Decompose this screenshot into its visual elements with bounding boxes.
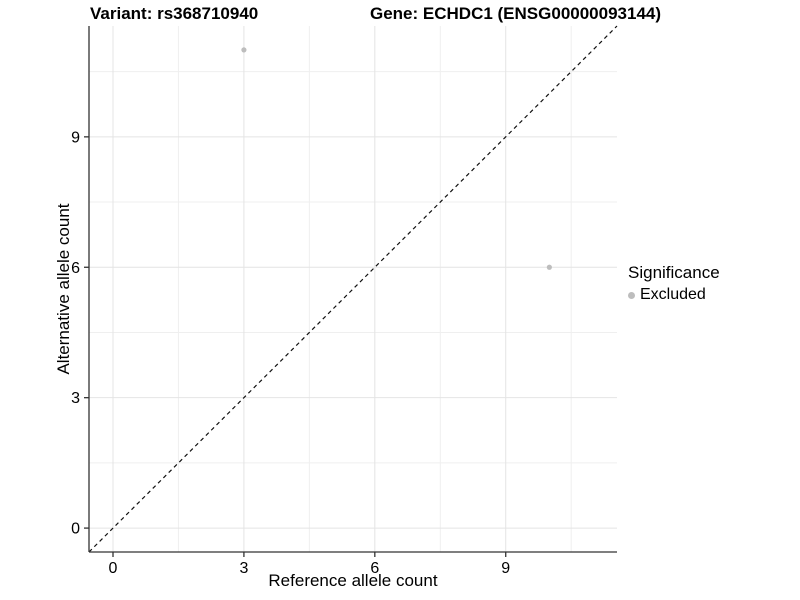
data-point <box>546 264 552 270</box>
x-tick-label: 3 <box>239 560 248 577</box>
y-tick-label: 0 <box>71 521 80 538</box>
legend-item-label: Excluded <box>640 286 706 303</box>
x-tick-label: 0 <box>109 560 118 577</box>
data-point <box>241 47 247 53</box>
y-tick-label: 9 <box>71 129 80 146</box>
y-tick-label: 3 <box>71 390 80 407</box>
y-tick-label: 6 <box>71 260 80 277</box>
plot-title-variant: Variant: rs368710940 <box>90 4 259 23</box>
x-axis-title: Reference allele count <box>268 571 438 590</box>
identity-line <box>88 25 618 553</box>
x-tick-label: 9 <box>501 560 510 577</box>
y-axis-title: Alternative allele count <box>54 203 73 375</box>
legend-title: Significance <box>628 263 720 282</box>
plot-title-gene: Gene: ECHDC1 (ENSG00000093144) <box>370 4 662 23</box>
legend-item-excluded: Excluded <box>628 286 720 304</box>
legend: Significance Excluded <box>628 263 720 304</box>
x-tick-label: 6 <box>370 560 379 577</box>
legend-point-icon <box>628 291 635 299</box>
